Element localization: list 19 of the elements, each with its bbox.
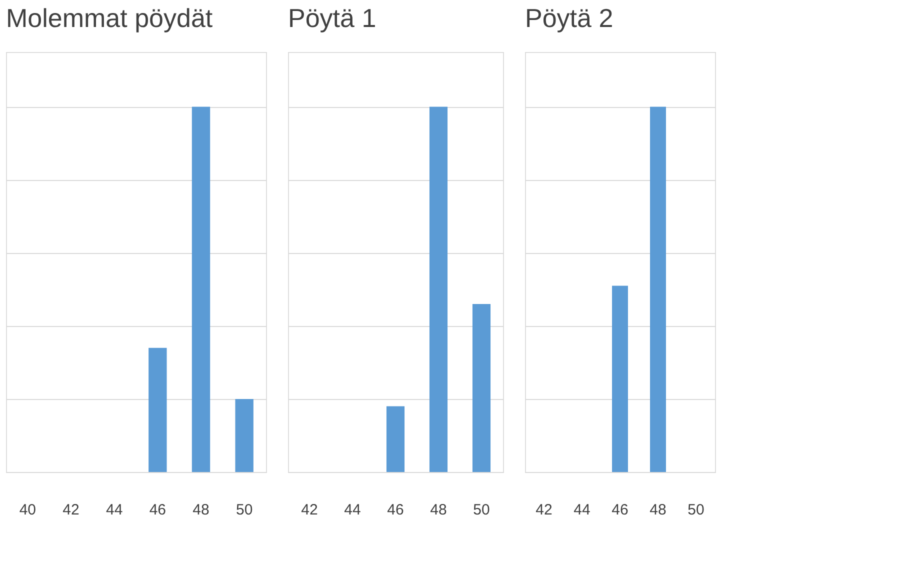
x-tick-label: 42 — [301, 502, 318, 518]
x-tick-label: 44 — [106, 502, 123, 518]
x-tick-label: 50 — [688, 502, 704, 518]
x-tick-label: 46 — [149, 502, 166, 518]
x-tick-label: 40 — [19, 502, 36, 518]
x-tick-label: 48 — [430, 502, 447, 518]
chart-title: Molemmat pöydät — [6, 3, 214, 33]
x-tick-label: 50 — [236, 502, 253, 518]
chart-title: Pöytä 2 — [525, 3, 614, 33]
x-tick-label: 46 — [612, 502, 628, 518]
chart-title: Pöytä 1 — [288, 3, 376, 33]
x-tick-label: 48 — [650, 502, 666, 518]
x-tick-label: 44 — [574, 502, 590, 518]
x-tick-label: 42 — [536, 502, 552, 518]
x-tick-label: 50 — [473, 502, 490, 518]
x-tick-label: 44 — [344, 502, 361, 518]
x-tick-label: 46 — [387, 502, 404, 518]
x-tick-label: 42 — [62, 502, 80, 518]
x-tick-label: 48 — [192, 502, 210, 518]
